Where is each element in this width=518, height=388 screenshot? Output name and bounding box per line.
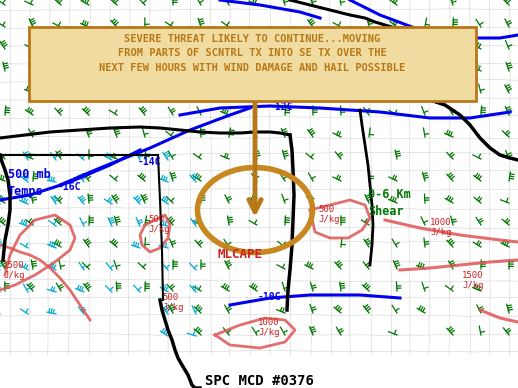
Text: 500 mb
Temps: 500 mb Temps — [8, 168, 51, 198]
Text: -14C: -14C — [138, 157, 162, 167]
Text: 0-6 Km
Shear: 0-6 Km Shear — [368, 188, 411, 218]
Text: SPC MCD #0376: SPC MCD #0376 — [205, 374, 313, 388]
Text: -12C: -12C — [270, 102, 294, 112]
Text: 500
J/kg: 500 J/kg — [162, 293, 183, 312]
Text: 500
J/kg: 500 J/kg — [148, 215, 169, 234]
Text: -10C: -10C — [258, 292, 281, 302]
Text: 500
J/kg: 500 J/kg — [318, 205, 339, 224]
Text: 1500
J/kg: 1500 J/kg — [462, 271, 483, 290]
FancyBboxPatch shape — [29, 27, 476, 101]
Text: 1500
J/kg: 1500 J/kg — [3, 261, 24, 280]
Text: -16C: -16C — [58, 182, 81, 192]
Text: SEVERE THREAT LIKELY TO CONTINUE...MOVING
FROM PARTS OF SCNTRL TX INTO SE TX OVE: SEVERE THREAT LIKELY TO CONTINUE...MOVIN… — [99, 34, 405, 73]
Text: MLCAPE: MLCAPE — [218, 248, 263, 261]
Text: 1000
J/kg: 1000 J/kg — [258, 318, 280, 337]
Text: 1000
J/kg: 1000 J/kg — [430, 218, 452, 237]
